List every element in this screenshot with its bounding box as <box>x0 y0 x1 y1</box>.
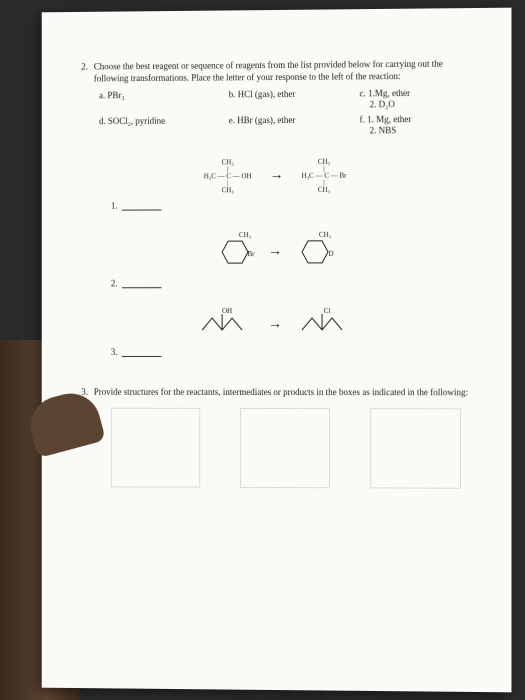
answer-blank-1[interactable]: 1. <box>111 199 471 211</box>
reagent-e: e. HBr (gas), ether <box>229 115 340 137</box>
ghost-box <box>240 408 330 488</box>
answer-blank-3[interactable]: 3. <box>111 347 471 357</box>
ghost-answer-boxes <box>111 408 471 489</box>
blank-line <box>122 200 162 210</box>
reaction-3: OH → Cl <box>81 309 471 340</box>
arrow-icon: → <box>268 317 282 333</box>
answer-blank-2[interactable]: 2. <box>111 277 471 288</box>
reagent-options: a. PBr₃ b. HCl (gas), ether c. 1.Mg, eth… <box>99 88 471 138</box>
reagent-b: b. HCl (gas), ether <box>229 89 340 111</box>
reagent-f: f. 1. Mg, ether 2. NBS <box>359 114 470 136</box>
question-2-prompt: Choose the best reagent or sequence of r… <box>94 58 471 84</box>
reagent-d: d. SOCl₂, pyridine <box>99 115 209 137</box>
reagent-c: c. 1.Mg, ether 2. D₂O <box>359 88 470 110</box>
rxn3-product: Cl <box>300 309 350 340</box>
rxn2-product: CH₃ D <box>300 231 330 271</box>
question-3-header: 3. Provide structures for the reactants,… <box>81 386 471 398</box>
rxn1-reactant: CH₃ | H₃C — C — OH | CH₃ <box>204 159 252 194</box>
reaction-1: CH₃ | H₃C — C — OH | CH₃ → CH₃ | H₃C — C… <box>81 157 471 194</box>
reaction-2: CH₃ Br → CH₃ D <box>81 231 471 272</box>
question-3-prompt: Provide structures for the reactants, in… <box>94 386 471 398</box>
blank-line <box>122 347 162 357</box>
rxn2-reactant: CH₃ Br <box>220 232 250 272</box>
arrow-icon: → <box>270 168 284 184</box>
question-2-number: 2. <box>81 62 88 85</box>
ghost-box <box>111 408 200 488</box>
blank-line <box>122 278 162 288</box>
worksheet-page: 2. Choose the best reagent or sequence o… <box>42 8 512 693</box>
arrow-icon: → <box>268 244 282 260</box>
rxn3-reactant: OH <box>200 310 250 341</box>
ghost-box <box>370 408 461 489</box>
reagent-a: a. PBr₃ <box>99 90 209 112</box>
rxn1-product: CH₃ | H₃C — C — Br | CH₃ <box>302 158 347 193</box>
question-2-header: 2. Choose the best reagent or sequence o… <box>81 58 471 85</box>
